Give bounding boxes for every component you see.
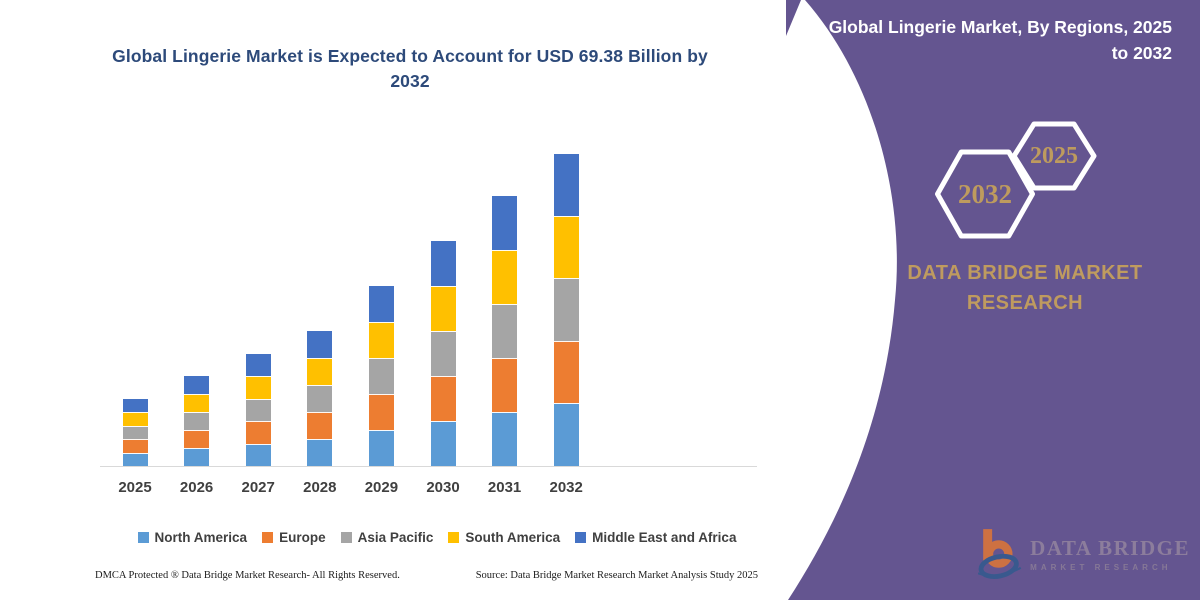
stacked-bar-2029	[368, 286, 394, 466]
hexagon-2025-year: 2025	[1030, 143, 1078, 169]
bar-segment-middle-east-and-africa	[553, 153, 579, 216]
forecast-hexagons: 2032 2025	[935, 121, 1097, 239]
bar-segment-north-america	[307, 439, 333, 466]
hexagon-2032-year: 2032	[958, 179, 1012, 209]
bar-segment-south-america	[245, 376, 271, 399]
dbmr-logo-text: DATA BRIDGE MARKET RESEARCH	[1030, 536, 1190, 572]
brand-panel: Global Lingerie Market, By Regions, 2025…	[780, 0, 1200, 600]
bar-segment-middle-east-and-africa	[492, 196, 518, 250]
stacked-bar-2030	[430, 241, 456, 466]
bar-segment-asia-pacific	[430, 331, 456, 376]
x-axis-label-2027: 2027	[241, 479, 275, 496]
x-axis-label-2028: 2028	[303, 479, 337, 496]
purple-panel-shape	[786, 0, 1200, 600]
bar-segment-asia-pacific	[245, 398, 271, 421]
hexagon-2032-badge	[935, 149, 1035, 239]
chart-title: Global Lingerie Market is Expected to Ac…	[112, 46, 708, 92]
bar-segment-north-america	[553, 403, 579, 466]
bar-segment-north-america	[492, 412, 518, 466]
bar-segment-europe	[368, 394, 394, 430]
bar-segment-europe	[492, 358, 518, 412]
logo-tagline: MARKET RESEARCH	[1030, 563, 1172, 572]
legend-label-south-america: South America	[465, 530, 561, 545]
bar-segment-asia-pacific	[492, 304, 518, 358]
legend-swatch-south-america	[448, 532, 460, 543]
bar-segment-europe	[430, 376, 456, 421]
bar-segment-north-america	[368, 430, 394, 466]
legend-label-north-america: North America	[154, 530, 248, 545]
stacked-bar-2032	[553, 153, 579, 466]
logo-wordmark: DATA BRIDGE	[1030, 536, 1190, 560]
bar-segment-middle-east-and-africa	[368, 286, 394, 322]
legend-item-south-america: South America	[448, 530, 560, 545]
panel-title: Global Lingerie Market, By Regions, 2025…	[828, 17, 1172, 64]
stacked-bar-2027	[245, 353, 271, 466]
bar-segment-asia-pacific	[122, 425, 148, 439]
bar-segment-europe	[307, 412, 333, 439]
chart-footnotes: DMCA Protected ® Data Bridge Market Rese…	[95, 570, 758, 581]
x-axis-label-2025: 2025	[118, 479, 152, 496]
legend-item-asia-pacific: Asia Pacific	[340, 530, 434, 545]
legend-label-asia-pacific: Asia Pacific	[357, 530, 434, 545]
legend-label-europe: Europe	[279, 530, 326, 545]
bar-segment-north-america	[184, 448, 210, 466]
bar-segment-europe	[245, 421, 271, 444]
x-axis-label-2032: 2032	[549, 479, 583, 496]
bar-segment-south-america	[307, 358, 333, 385]
x-axis-label-2029: 2029	[364, 479, 399, 496]
bar-segment-middle-east-and-africa	[307, 331, 333, 358]
bar-segment-middle-east-and-africa	[122, 398, 148, 412]
bar-segment-europe	[122, 439, 148, 453]
bar-segment-north-america	[245, 443, 271, 466]
bar-segment-asia-pacific	[184, 412, 210, 430]
legend-swatch-north-america	[137, 532, 149, 543]
bar-segment-middle-east-and-africa	[245, 353, 271, 376]
stacked-bar-2031	[492, 196, 518, 466]
bar-segment-europe	[553, 340, 579, 404]
bar-segment-south-america	[122, 412, 148, 426]
hexagon-2025-badge	[1011, 121, 1097, 191]
stacked-bar-2026	[184, 376, 210, 466]
chart-legend: North America Europe Asia Pacific South Ame…	[90, 530, 784, 545]
bar-segment-middle-east-and-africa	[184, 376, 210, 394]
bar-segment-south-america	[184, 394, 210, 412]
dbmr-logo: DATA BRIDGE MARKET RESEARCH	[978, 512, 1190, 596]
x-axis-line	[100, 466, 757, 467]
legend-label-middle-east-and-africa: Middle East and Africa	[592, 530, 737, 545]
legend-swatch-middle-east-and-africa	[575, 532, 587, 543]
legend-item-middle-east-and-africa: Middle East and Africa	[575, 530, 736, 545]
x-axis-label-2026: 2026	[179, 479, 214, 496]
x-axis-label-2031: 2031	[487, 479, 522, 496]
x-axis-label-2030: 2030	[426, 479, 460, 496]
bar-segment-south-america	[430, 286, 456, 331]
dbmr-logo-mark	[978, 529, 1022, 579]
bar-segment-middle-east-and-africa	[430, 241, 456, 286]
legend-swatch-europe	[262, 532, 274, 543]
copyright-note: DMCA Protected ® Data Bridge Market Rese…	[95, 570, 400, 581]
bar-segment-north-america	[122, 452, 148, 466]
bar-segment-south-america	[553, 215, 579, 279]
legend-item-north-america: North America	[137, 530, 248, 545]
stacked-bar-2028	[307, 331, 333, 466]
bar-segment-asia-pacific	[307, 385, 333, 412]
bar-segment-asia-pacific	[368, 358, 394, 394]
legend-swatch-asia-pacific	[340, 532, 352, 543]
legend-item-europe: Europe	[262, 530, 326, 545]
bar-segment-south-america	[492, 250, 518, 304]
source-note: Source: Data Bridge Market Research Mark…	[475, 570, 758, 581]
bar-segment-north-america	[430, 421, 456, 466]
stacked-bar-2025	[122, 398, 148, 466]
bar-segment-south-america	[368, 322, 394, 358]
stacked-bar-chart: 2025 2026 2027 2028 2029 2030 2031 2032	[100, 153, 757, 496]
bar-segment-europe	[184, 430, 210, 448]
bar-segment-asia-pacific	[553, 278, 579, 341]
brand-name: DATA BRIDGE MARKET RESEARCH	[907, 262, 1143, 314]
